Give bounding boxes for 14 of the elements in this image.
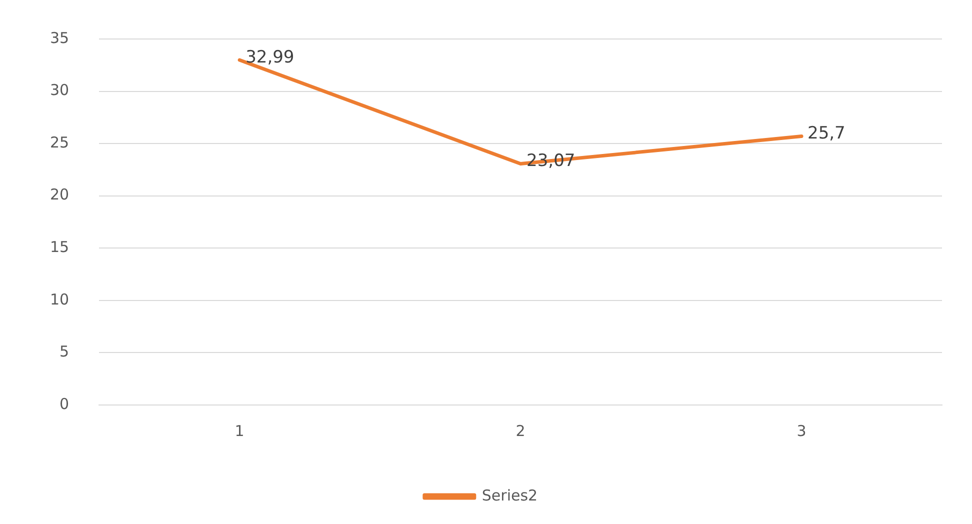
y-tick-label: 5 [60, 342, 70, 361]
legend-label: Series2 [482, 486, 538, 504]
y-tick-label: 10 [50, 290, 70, 308]
y-tick-label: 20 [50, 186, 70, 204]
y-tick-label: 30 [50, 81, 70, 100]
y-tick-label: 15 [50, 238, 70, 256]
x-tick-label: 3 [796, 422, 806, 440]
x-tick-label: 2 [516, 422, 526, 440]
x-tick-label: 1 [234, 422, 244, 440]
y-tick-label: 25 [50, 133, 70, 152]
y-tick-label: 0 [60, 394, 70, 413]
data-label: 32,99 [246, 47, 294, 68]
data-label: 25,7 [808, 124, 846, 144]
y-tick-label: 35 [50, 28, 70, 47]
